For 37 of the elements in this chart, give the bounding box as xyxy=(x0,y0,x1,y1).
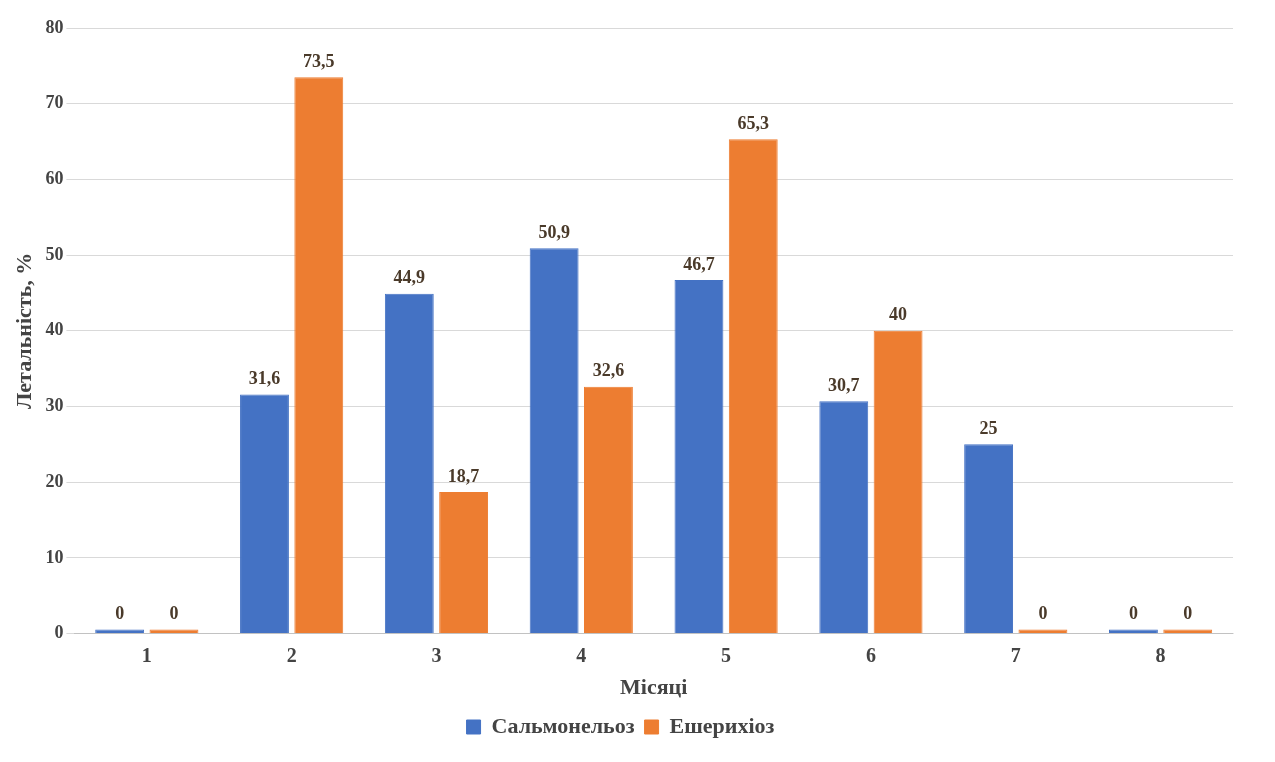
y-tick-label: 30 xyxy=(45,395,64,416)
data-label: 0 xyxy=(1183,603,1193,624)
y-tick-label: 40 xyxy=(45,319,64,340)
data-label: 65,3 xyxy=(737,112,770,133)
x-tick-label: 6 xyxy=(865,643,876,666)
y-tick-label: 50 xyxy=(45,243,64,264)
data-label: 0 xyxy=(1038,603,1048,624)
x-tick-label: 8 xyxy=(1155,643,1166,666)
y-tick-label: 0 xyxy=(54,622,64,643)
data-label: 30,7 xyxy=(828,374,860,395)
data-label: 32,6 xyxy=(592,360,625,381)
y-tick-label: 60 xyxy=(45,168,64,189)
x-tick-label: 2 xyxy=(286,643,297,666)
x-tick-label: 5 xyxy=(721,643,732,666)
data-label: 0 xyxy=(1128,603,1138,624)
data-label: 31,6 xyxy=(248,368,281,389)
y-tick-label: 70 xyxy=(45,92,64,113)
data-label: 18,7 xyxy=(447,465,480,486)
data-label: 50,9 xyxy=(538,221,570,242)
data-label: 73,5 xyxy=(303,50,335,71)
x-tick-label: 7 xyxy=(1010,643,1021,666)
data-label: 40 xyxy=(889,304,908,325)
y-tick-label: 80 xyxy=(45,16,64,37)
legend-label: Ешерихіоз xyxy=(669,712,775,738)
y-tick-label: 10 xyxy=(45,546,64,567)
y-tick-label: 20 xyxy=(45,470,64,491)
y-axis-title: Летальність, % xyxy=(10,252,36,409)
x-tick-label: 3 xyxy=(431,643,442,666)
x-tick-label: 4 xyxy=(576,643,587,666)
data-label: 0 xyxy=(115,603,125,624)
data-label: 46,7 xyxy=(683,253,715,274)
data-label: 44,9 xyxy=(393,267,426,288)
x-tick-label: 1 xyxy=(141,643,152,666)
data-label: 0 xyxy=(169,603,179,624)
x-axis-title: Місяці xyxy=(620,674,688,700)
data-label: 25 xyxy=(979,418,998,439)
legend-label: Сальмонельоз xyxy=(491,712,635,738)
